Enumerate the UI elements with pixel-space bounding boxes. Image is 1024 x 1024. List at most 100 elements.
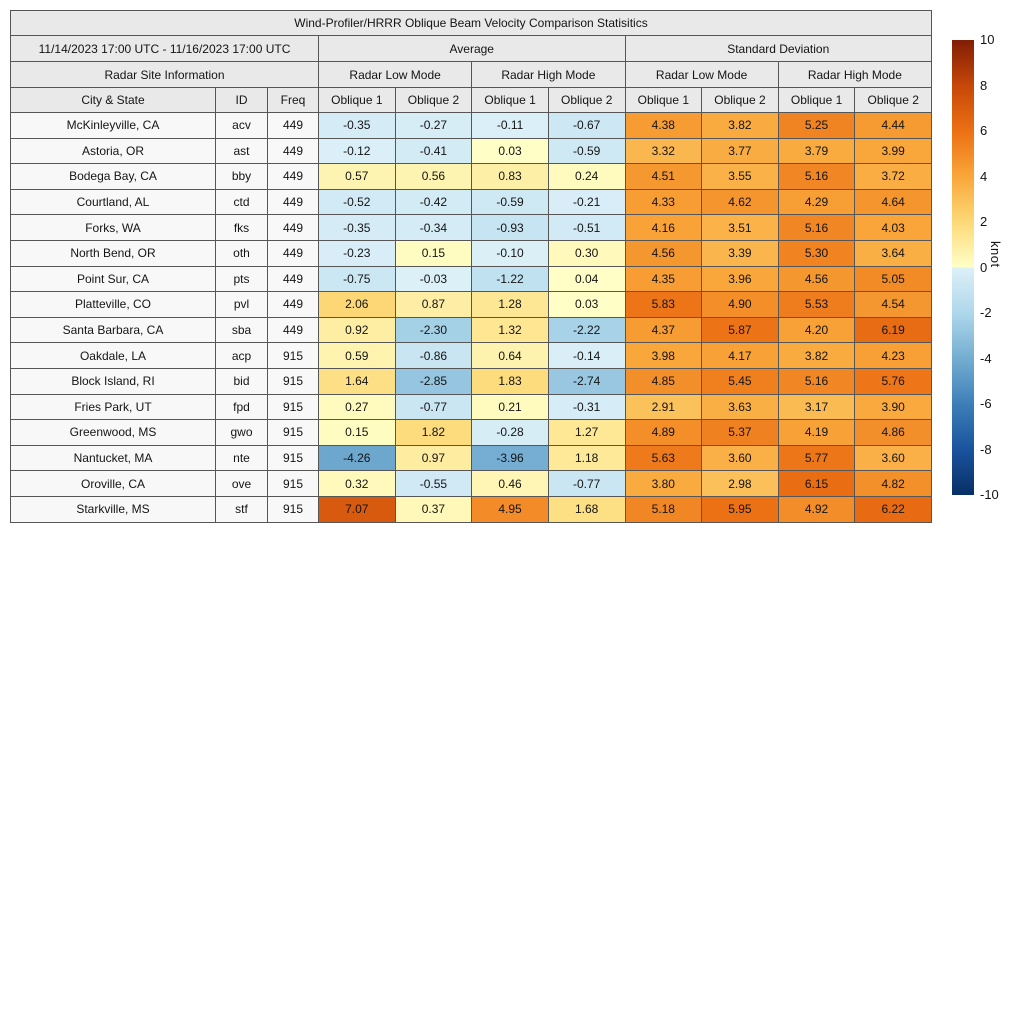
freq-cell: 449	[267, 291, 319, 318]
value-cell: 1.32	[471, 316, 549, 344]
table-row: Fries Park, UT fpd 915 0.27 -0.77 0.21 -0.31 2.…	[10, 393, 932, 421]
col-header-freq: Freq	[267, 87, 319, 113]
id-cell: bby	[215, 163, 268, 190]
value-cell: 2.98	[701, 470, 779, 497]
value-cell: -0.31	[547, 393, 626, 421]
freq-cell: 915	[267, 470, 319, 497]
table-row: Astoria, OR ast 449 -0.12 -0.41 0.03 -0.59 3.32…	[10, 137, 932, 165]
table-row: Courtland, AL ctd 449 -0.52 -0.42 -0.59 -0.21 4…	[10, 188, 932, 216]
site-info-header: Radar Site Information	[10, 61, 319, 88]
value-cell: -0.35	[318, 112, 396, 139]
value-cell: 0.56	[394, 163, 473, 190]
freq-cell: 449	[267, 137, 319, 165]
value-cell: 0.83	[471, 163, 549, 190]
site-cell: Nantucket, MA	[10, 444, 216, 472]
value-cell: 0.15	[318, 419, 396, 446]
value-cell: 4.92	[777, 495, 856, 523]
value-cell: 0.27	[318, 393, 396, 421]
colorbar	[952, 40, 974, 495]
value-cell: -2.30	[394, 316, 473, 344]
value-cell: 0.03	[547, 291, 626, 318]
id-cell: pvl	[215, 291, 268, 318]
value-cell: 1.82	[394, 419, 473, 446]
value-cell: -2.74	[547, 367, 626, 395]
value-cell: 4.38	[624, 112, 703, 139]
col-header-oblique1: Oblique 1	[471, 87, 549, 113]
value-cell: 3.90	[854, 393, 932, 421]
colorbar-tick-label: 6	[980, 123, 988, 138]
value-cell: 5.45	[701, 367, 779, 395]
site-cell: Platteville, CO	[10, 291, 216, 318]
value-cell: 4.03	[854, 214, 932, 241]
value-cell: 0.03	[471, 137, 549, 165]
id-cell: stf	[215, 495, 268, 523]
colorbar-tick-label: -2	[980, 305, 992, 320]
site-cell: Santa Barbara, CA	[10, 316, 216, 344]
value-cell: 1.27	[547, 419, 626, 446]
value-cell: -0.86	[394, 342, 473, 369]
table-row: Platteville, CO pvl 449 2.06 0.87 1.28 0.03 5.8…	[10, 291, 932, 318]
freq-cell: 449	[267, 188, 319, 216]
value-cell: 3.98	[624, 342, 703, 369]
value-cell: 4.64	[854, 188, 932, 216]
std-low-mode-header: Radar Low Mode	[624, 61, 779, 88]
site-cell: North Bend, OR	[10, 239, 216, 267]
col-header-oblique1: Oblique 1	[624, 87, 703, 113]
value-cell: -3.96	[471, 444, 549, 472]
value-cell: -0.14	[547, 342, 626, 369]
value-cell: 3.82	[777, 342, 856, 369]
value-cell: 3.60	[854, 444, 932, 472]
value-cell: 3.82	[701, 112, 779, 139]
value-cell: 7.07	[318, 495, 396, 523]
colorbar-tick-label: 2	[980, 214, 988, 229]
value-cell: 6.22	[854, 495, 932, 523]
value-cell: -0.34	[394, 214, 473, 241]
id-cell: nte	[215, 444, 268, 472]
value-cell: 1.18	[547, 444, 626, 472]
value-cell: -0.03	[394, 265, 473, 293]
value-cell: -2.85	[394, 367, 473, 395]
table-row: Oroville, CA ove 915 0.32 -0.55 0.46 -0.77 3.80…	[10, 470, 932, 497]
value-cell: 3.60	[701, 444, 779, 472]
value-cell: 3.32	[624, 137, 703, 165]
value-cell: -0.59	[471, 188, 549, 216]
group-header-average: Average	[318, 35, 626, 62]
avg-low-mode-header: Radar Low Mode	[317, 61, 473, 88]
value-cell: 0.57	[318, 163, 396, 190]
table-title: Wind-Profiler/HRRR Oblique Beam Velocity…	[10, 10, 932, 36]
value-cell: 4.37	[624, 316, 703, 344]
avg-high-mode-header: Radar High Mode	[471, 61, 626, 88]
site-cell: McKinleyville, CA	[10, 112, 216, 139]
value-cell: -0.23	[318, 239, 396, 267]
value-cell: -0.27	[394, 112, 473, 139]
value-cell: 4.85	[624, 367, 703, 395]
value-cell: 4.90	[701, 291, 779, 318]
value-cell: 4.56	[624, 239, 703, 267]
value-cell: -0.75	[318, 265, 396, 293]
value-cell: 4.62	[701, 188, 779, 216]
value-cell: 0.32	[318, 470, 396, 497]
date-range: 11/14/2023 17:00 UTC - 11/16/2023 17:00 …	[10, 35, 319, 62]
value-cell: -0.93	[471, 214, 549, 241]
id-cell: pts	[215, 265, 268, 293]
col-header-oblique2: Oblique 2	[854, 87, 932, 113]
value-cell: -2.22	[547, 316, 626, 344]
value-cell: 4.19	[777, 419, 856, 446]
value-cell: 5.63	[624, 444, 703, 472]
value-cell: -0.12	[318, 137, 396, 165]
id-cell: acv	[215, 112, 268, 139]
id-cell: acp	[215, 342, 268, 369]
freq-cell: 449	[267, 265, 319, 293]
value-cell: 3.96	[701, 265, 779, 293]
table-row: Greenwood, MS gwo 915 0.15 1.82 -0.28 1.27 4.89…	[10, 419, 932, 446]
value-cell: -0.10	[471, 239, 549, 267]
value-cell: 5.05	[854, 265, 932, 293]
value-cell: 3.63	[701, 393, 779, 421]
value-cell: 0.21	[471, 393, 549, 421]
value-cell: 4.54	[854, 291, 932, 318]
value-cell: 4.33	[624, 188, 703, 216]
value-cell: 0.46	[471, 470, 549, 497]
col-header-oblique2: Oblique 2	[547, 87, 626, 113]
value-cell: 1.64	[318, 367, 396, 395]
site-cell: Greenwood, MS	[10, 419, 216, 446]
